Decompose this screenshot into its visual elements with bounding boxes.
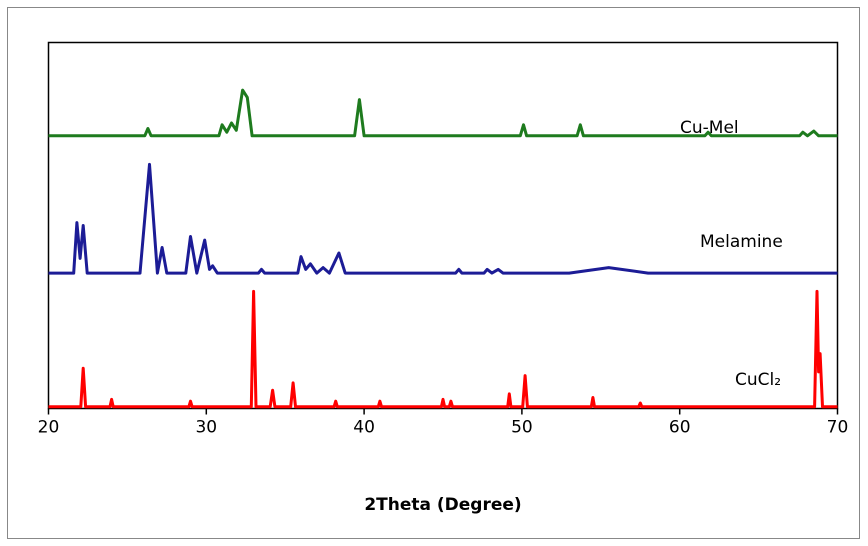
series-label: Cu-Mel (680, 118, 739, 138)
series-label: CuCl₂ (735, 370, 781, 390)
xrd-pattern (48, 289, 838, 409)
x-axis-label: 2Theta (Degree) (364, 495, 521, 515)
x-tick-label: 60 (669, 418, 691, 438)
plot-frame (47, 41, 839, 410)
xrd-pattern (48, 88, 838, 138)
x-tick-label: 70 (827, 418, 849, 438)
series-label: Melamine (700, 232, 783, 252)
x-tick-label: 30 (195, 418, 217, 438)
x-tick-label: 20 (38, 418, 60, 438)
xrd-pattern (48, 162, 838, 275)
x-tick-label: 50 (511, 418, 533, 438)
x-tick-label: 40 (353, 418, 375, 438)
